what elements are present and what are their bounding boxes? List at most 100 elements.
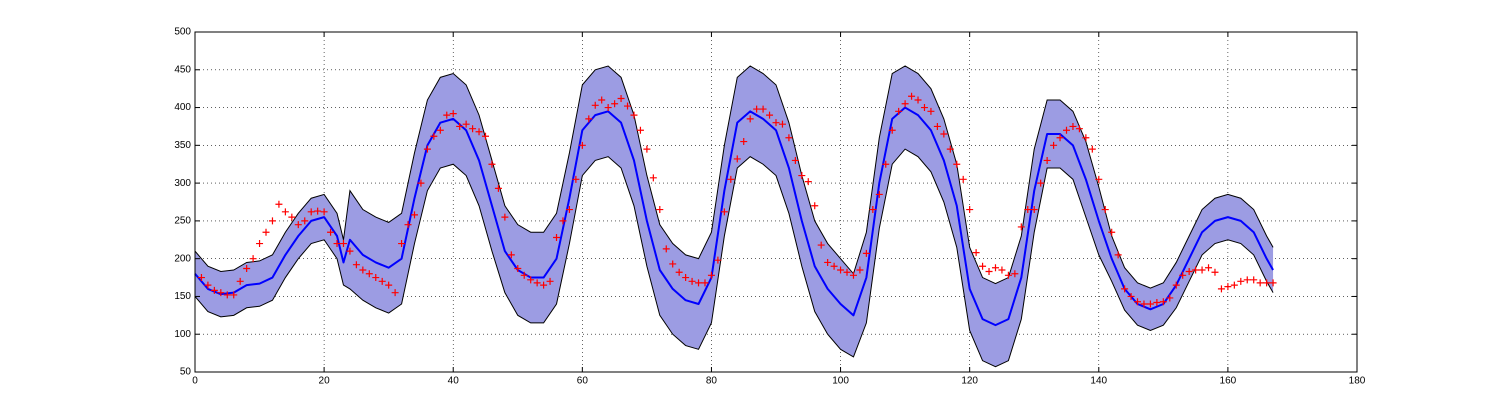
- y-tick-label: 250: [174, 216, 191, 227]
- x-tick-label: 100: [832, 376, 849, 387]
- observation-point: [333, 240, 341, 248]
- x-tick-label: 20: [319, 376, 331, 387]
- observation-point: [578, 141, 586, 149]
- observation-point: [624, 102, 632, 110]
- observation-point: [449, 110, 457, 118]
- observation-point: [746, 115, 754, 123]
- observation-point: [611, 100, 619, 108]
- observation-point: [243, 264, 251, 272]
- observation-point: [540, 281, 548, 289]
- observation-point: [656, 206, 664, 214]
- observation-point: [546, 277, 554, 285]
- observation-point: [417, 179, 425, 187]
- observation-point: [1192, 266, 1200, 274]
- observation-point: [979, 262, 987, 270]
- observation-point: [940, 130, 948, 138]
- observation-point: [1230, 281, 1238, 289]
- observation-point: [378, 277, 386, 285]
- observation-point: [811, 202, 819, 210]
- observation-point: [1056, 134, 1064, 142]
- observation-point: [946, 145, 954, 153]
- observation-point: [1121, 285, 1129, 293]
- observation-point: [1263, 279, 1271, 287]
- observation-point: [507, 251, 515, 259]
- observation-point: [1256, 279, 1264, 287]
- observation-point: [707, 271, 715, 279]
- x-tick-label: 160: [1220, 376, 1237, 387]
- observation-point: [1237, 277, 1245, 285]
- observation-point: [430, 132, 438, 140]
- observation-point: [882, 160, 890, 168]
- observation-point: [682, 274, 690, 282]
- observation-point: [307, 208, 315, 216]
- observation-point: [720, 208, 728, 216]
- observation-point: [843, 268, 851, 276]
- observation-point: [423, 145, 431, 153]
- observation-point: [856, 266, 864, 274]
- observation-point: [630, 111, 638, 119]
- observation-point: [1211, 268, 1219, 276]
- observation-point: [268, 217, 276, 225]
- observation-point: [1024, 206, 1032, 214]
- observation-point: [740, 138, 748, 146]
- observation-point: [791, 156, 799, 164]
- observation-point: [1108, 228, 1116, 236]
- axes-box: [194, 31, 1358, 373]
- observation-point: [1037, 179, 1045, 187]
- observation-point: [778, 120, 786, 128]
- observation-point: [688, 277, 696, 285]
- observation-point: [1243, 276, 1251, 284]
- observation-point: [1004, 271, 1012, 279]
- observation-point: [953, 160, 961, 168]
- y-tick-label: 300: [174, 178, 191, 189]
- observation-point: [914, 96, 922, 104]
- observation-point: [888, 126, 896, 134]
- observation-point: [217, 289, 225, 297]
- observation-point: [520, 271, 528, 279]
- observation-point: [275, 200, 283, 208]
- observation-point: [482, 132, 489, 140]
- observation-point: [572, 175, 580, 183]
- observation-point: [1095, 175, 1103, 183]
- observation-point: [249, 255, 257, 263]
- observation-point: [236, 277, 244, 285]
- observation-point: [643, 145, 651, 153]
- observation-point: [1088, 145, 1096, 153]
- observation-point: [862, 249, 870, 257]
- observation-point: [262, 228, 270, 236]
- observation-point: [230, 291, 238, 299]
- observation-point: [352, 261, 360, 269]
- observation-point: [908, 92, 916, 100]
- observation-point: [1269, 279, 1277, 287]
- observation-point: [649, 174, 657, 182]
- observation-point: [359, 266, 367, 274]
- observation-point: [365, 270, 373, 278]
- y-tick-label: 150: [174, 291, 191, 302]
- observation-point: [301, 217, 309, 225]
- observation-point: [197, 274, 205, 282]
- observation-point: [1159, 298, 1167, 306]
- observation-point: [223, 291, 231, 299]
- observation-point: [553, 234, 561, 242]
- x-tick-label: 80: [706, 376, 718, 387]
- observation-point: [314, 207, 322, 215]
- observation-point: [372, 274, 380, 282]
- observation-point: [591, 101, 599, 109]
- observation-point: [675, 268, 683, 276]
- observation-point: [1127, 292, 1135, 300]
- x-tick-label: 120: [961, 376, 978, 387]
- y-tick-label: 200: [174, 253, 191, 264]
- band-lower-edge: [194, 148, 1274, 368]
- observation-point: [320, 208, 328, 216]
- observation-point: [327, 228, 335, 236]
- observation-point: [1140, 300, 1148, 308]
- observation-point: [565, 206, 573, 214]
- observation-point: [1250, 276, 1258, 284]
- observation-point: [669, 260, 677, 268]
- observation-point: [1198, 266, 1206, 274]
- observation-point: [714, 256, 722, 264]
- x-tick-label: 60: [577, 376, 589, 387]
- y-tick-label: 100: [174, 329, 191, 340]
- observation-point: [456, 122, 464, 130]
